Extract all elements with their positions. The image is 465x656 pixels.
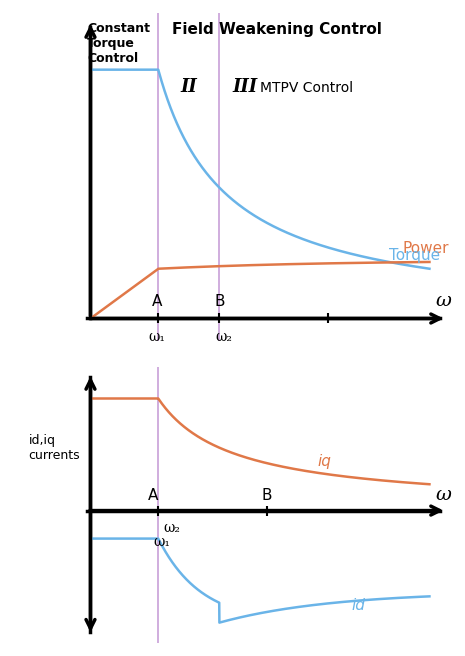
Text: Torque: Torque bbox=[389, 248, 440, 263]
Text: A: A bbox=[148, 488, 159, 502]
Text: Power: Power bbox=[402, 241, 449, 256]
Text: B: B bbox=[261, 488, 272, 502]
Text: ω: ω bbox=[435, 292, 451, 310]
Text: ω₁: ω₁ bbox=[148, 330, 165, 344]
Text: Constant
Torque
Control: Constant Torque Control bbox=[87, 22, 150, 64]
Text: MTPV Control: MTPV Control bbox=[260, 81, 353, 95]
Text: id: id bbox=[352, 598, 365, 613]
Text: ω: ω bbox=[435, 486, 451, 504]
Text: ω₁: ω₁ bbox=[153, 535, 170, 550]
Text: II: II bbox=[180, 78, 197, 96]
Text: iq: iq bbox=[318, 453, 332, 468]
Text: Field Weakening Control: Field Weakening Control bbox=[172, 22, 382, 37]
Text: III: III bbox=[233, 78, 258, 96]
Text: B: B bbox=[214, 294, 225, 308]
Text: ω₂: ω₂ bbox=[163, 522, 180, 535]
Text: ω₂: ω₂ bbox=[216, 330, 233, 344]
Text: A: A bbox=[152, 294, 162, 308]
Text: id,iq
currents: id,iq currents bbox=[29, 434, 80, 462]
